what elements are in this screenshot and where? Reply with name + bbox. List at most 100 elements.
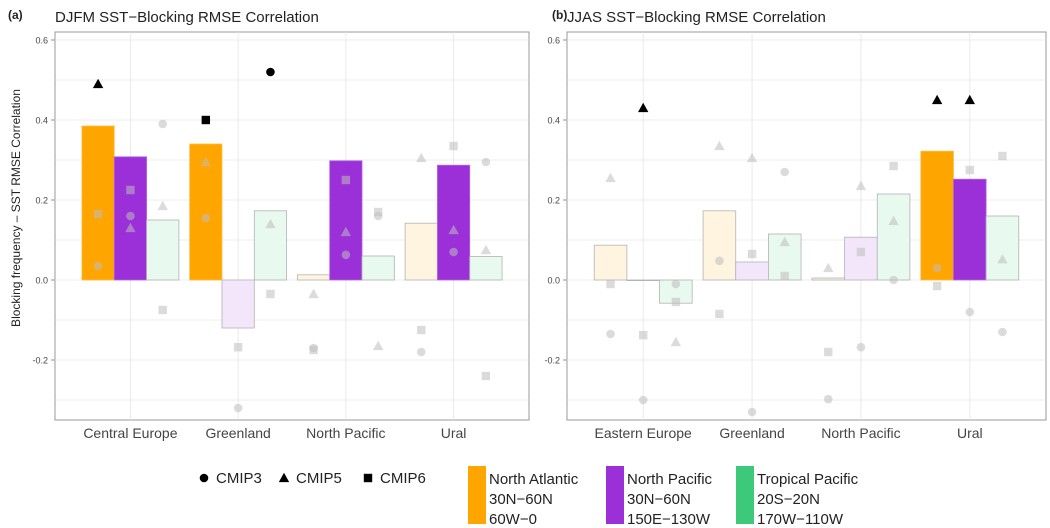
point-cmip6 <box>309 345 318 355</box>
point-cmip6 <box>481 371 491 381</box>
legend-cmip3-circle-icon <box>199 473 209 483</box>
legend-region-text: North Pacific <box>627 471 713 488</box>
point-cmip3 <box>266 67 275 77</box>
point-cmip6 <box>998 151 1007 161</box>
point-cmip3 <box>93 261 103 271</box>
chart-panel-b: (b) JJAS SST−Blocking RMSE Correlation-0.… <box>544 8 1047 441</box>
point-cmip5 <box>714 140 725 151</box>
bar-north-pacific <box>844 236 878 281</box>
bar-north-atlantic <box>189 143 223 281</box>
legend: CMIP3 CMIP5 CMIP6 North Atlantic 30N−60N 60W−… <box>199 466 859 528</box>
bar-north-pacific <box>221 279 255 329</box>
bar-tropical-pacific <box>361 255 395 281</box>
legend-cmip5-triangle-icon <box>278 472 290 483</box>
point-cmip3 <box>780 167 790 177</box>
y-axis: -0.2 0.0 0.2 0.4 0.6 <box>32 36 55 366</box>
point-cmip6 <box>671 297 681 307</box>
point-cmip5 <box>92 78 104 89</box>
point-cmip6 <box>606 279 615 289</box>
legend-model-label: CMIP6 <box>380 470 426 487</box>
bar-tropical-pacific <box>146 219 180 281</box>
legend-swatch-tropical-pacific <box>736 466 754 524</box>
point-cmip5 <box>746 152 758 163</box>
points <box>92 67 492 413</box>
y-tick-label: 0.4 <box>35 116 48 126</box>
legend-region-text: 60W−0 <box>489 511 537 528</box>
y-axis: -0.2 0.0 0.2 0.4 0.6 <box>544 36 567 366</box>
point-cmip6 <box>932 281 942 291</box>
y-tick-label: 0.6 <box>35 36 48 46</box>
point-cmip3 <box>341 250 351 260</box>
x-axis: Central Europe Greenland North Pacific Ural <box>83 425 466 441</box>
legend-region-text: 30N−60N <box>627 491 691 508</box>
chart-title: DJFM SST−Blocking RMSE Correlation <box>55 9 319 26</box>
point-cmip3 <box>416 347 426 357</box>
bar-tropical-pacific <box>876 193 911 281</box>
point-cmip5 <box>265 218 276 229</box>
chart-panel-a: (a) DJFM SST−Blocking RMSE Correlation -0.… <box>8 8 530 441</box>
point-cmip5 <box>416 152 427 163</box>
point-cmip6 <box>889 161 898 171</box>
bar-north-atlantic <box>296 274 331 281</box>
legend-region-text: North Atlantic <box>489 471 579 488</box>
point-cmip3 <box>965 307 975 317</box>
legend-region-text: 170W−110W <box>757 511 844 528</box>
x-tick-label: North Pacific <box>306 425 385 441</box>
point-cmip5 <box>888 215 899 225</box>
x-tick-label: Eastern Europe <box>595 425 692 441</box>
point-cmip5 <box>855 180 867 191</box>
point-cmip3 <box>201 213 211 223</box>
bars <box>593 150 1020 304</box>
chart-title: JJAS SST−Blocking RMSE Correlation <box>567 9 826 26</box>
legend-region-text: 30N−60N <box>489 491 553 508</box>
panels: (a) DJFM SST−Blocking RMSE Correlation -0.… <box>8 8 1047 441</box>
y-tick-label: 0.6 <box>547 36 560 46</box>
point-cmip6 <box>233 343 243 352</box>
legend-model-label: CMIP3 <box>216 470 262 487</box>
legend-region-text: Tropical Pacific <box>757 471 859 488</box>
legend-region-text: 20S−20N <box>757 491 820 508</box>
bar-north-atlantic <box>81 125 115 281</box>
point-cmip3 <box>638 395 648 405</box>
point-cmip6 <box>780 271 789 281</box>
point-cmip5 <box>125 222 136 233</box>
x-tick-label: Ural <box>957 425 983 441</box>
x-tick-label: Ural <box>441 425 467 441</box>
bar-north-atlantic <box>404 222 438 281</box>
point-cmip3 <box>998 327 1007 337</box>
point-cmip5 <box>670 336 682 347</box>
y-tick-label: -0.2 <box>32 356 48 366</box>
point-cmip3 <box>671 279 681 289</box>
y-tick-label: 0.2 <box>35 196 48 206</box>
y-axis-label: Blocking frequency – SST RMSE Correlatio… <box>9 89 23 327</box>
bar-tropical-pacific <box>469 255 503 281</box>
point-cmip6 <box>965 165 974 175</box>
bar-tropical-pacific <box>985 215 1020 281</box>
bar-north-atlantic <box>811 277 846 281</box>
point-cmip3 <box>233 403 243 413</box>
point-cmip6 <box>449 141 458 151</box>
legend-model-label: CMIP5 <box>296 470 342 487</box>
bar-north-atlantic <box>593 244 628 281</box>
point-cmip5 <box>308 288 319 299</box>
point-cmip6 <box>373 207 383 217</box>
point-cmip3 <box>889 275 898 285</box>
bar-north-pacific <box>735 261 769 281</box>
point-cmip5 <box>964 94 975 105</box>
panel-label: (a) <box>8 8 23 22</box>
point-cmip3 <box>747 407 757 417</box>
point-cmip3 <box>126 211 135 221</box>
point-cmip3 <box>932 263 942 273</box>
y-tick-label: -0.2 <box>544 356 560 366</box>
point-cmip5 <box>372 340 384 351</box>
point-cmip5 <box>480 244 492 255</box>
point-cmip3 <box>449 247 458 257</box>
point-cmip6 <box>201 115 211 125</box>
point-cmip5 <box>605 172 616 183</box>
point-cmip3 <box>715 256 724 266</box>
point-cmip5 <box>340 226 352 237</box>
bar-north-pacific <box>626 279 660 282</box>
point-cmip6 <box>747 249 757 259</box>
x-tick-label: North Pacific <box>821 425 900 441</box>
point-cmip3 <box>481 157 491 167</box>
